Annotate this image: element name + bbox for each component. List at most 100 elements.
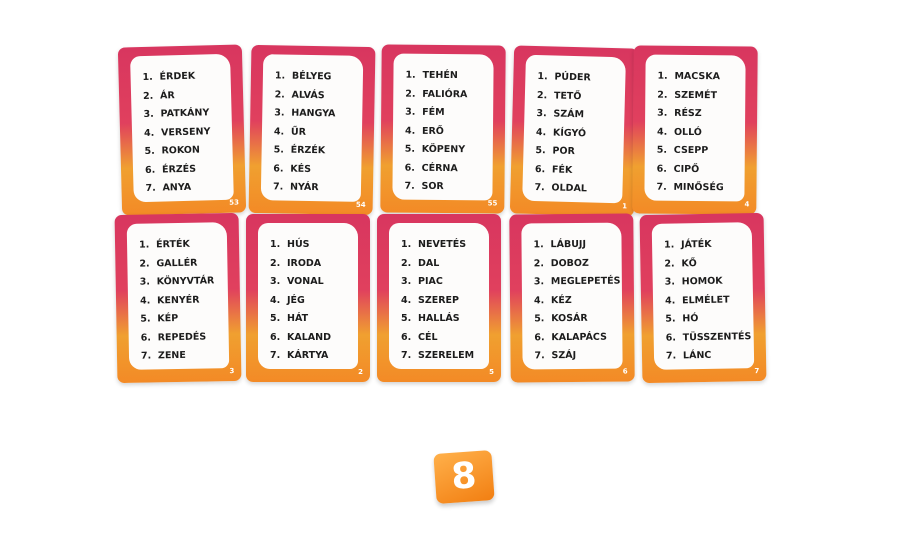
card-face: 1. MACSKA 2. SZEMÉT 3. RÉSZ 4. OLLÓ 5. CSEPP 6. CIP… [644, 54, 746, 202]
item-number: 3. [536, 108, 547, 120]
card-number: 6 [622, 367, 628, 376]
word-row: 7. SOR [404, 181, 443, 192]
word-row: 6. KALAND [270, 332, 331, 343]
item-number: 5. [534, 313, 545, 325]
card-number: 53 [229, 198, 240, 207]
word-row: 5. HALLÁS [401, 313, 460, 324]
item-number: 6. [534, 331, 545, 343]
item-number: 5. [144, 145, 155, 157]
item-number: 2. [270, 257, 281, 269]
word: ŰR [290, 126, 307, 138]
word-row: 4. KENYÉR [140, 294, 200, 306]
word: KŐ [681, 257, 697, 269]
word: LÁNC [682, 349, 712, 362]
item-number: 1. [401, 239, 412, 250]
word-row: 1. ÉRTÉK [139, 239, 190, 251]
card-number: 7 [754, 367, 760, 376]
word: OLDAL [551, 182, 588, 195]
word-row: 4. VERSENY [144, 126, 211, 139]
die: 8 [433, 450, 495, 504]
item-number: 4. [664, 294, 676, 307]
item-number: 1. [533, 239, 544, 251]
word-row: 7. NYÁR [273, 181, 319, 193]
word-card: 1. LÁBUJJ 2. DOBOZ 3. MEGLEPETÉS 4. KÉZ 5. KOSÁR 6… [509, 213, 635, 383]
word: KENYÉR [156, 294, 200, 306]
word: CSEPP [673, 144, 709, 157]
word-row: 5. HÁT [270, 313, 308, 324]
word-row: 6. CÉRNA [405, 162, 458, 173]
word: MACSKA [674, 70, 721, 83]
word-row: 3. VONAL [270, 276, 324, 287]
item-number: 6. [401, 331, 412, 343]
word-row: 2. IRODA [270, 258, 321, 269]
word-card: 1. TEHÉN 2. FALIÓRA 3. FÉM 4. ERŐ 5. KÖPENY 6. CÉRN… [380, 44, 506, 214]
card-face: 1. HÚS 2. IRODA 3. VONAL 4. JÉG 5. HÁT 6. KALAND 7. K… [258, 223, 358, 369]
word-row: 7. ANYA [145, 182, 191, 194]
word: RÉSZ [674, 107, 702, 120]
item-number: 1. [142, 71, 153, 84]
word: SOR [421, 180, 444, 193]
word-card: 1. ÉRDEK 2. ÁR 3. PATKÁNY 4. VERSENY 5. ROKON 6. ÉR… [117, 44, 247, 216]
item-number: 5. [273, 144, 284, 156]
card-face: 1. BÉLYEG 2. ALVÁS 3. HANGYA 4. ŰR 5. ÉRZÉK 6. KÉS 7… [260, 54, 364, 202]
card-number: 1 [622, 202, 628, 211]
card-number: 5 [489, 368, 494, 376]
item-number: 7. [270, 350, 281, 361]
item-number: 3. [533, 276, 545, 288]
word: VERSENY [160, 125, 211, 139]
word-row: 3. HANGYA [274, 107, 335, 119]
word-row: 3. MEGLEPETÉS [534, 276, 621, 288]
word: REPEDÉS [157, 331, 207, 343]
item-number: 4. [273, 125, 285, 138]
word: ELMÉLET [681, 294, 730, 306]
word-row: 6. TÜSSZENTÉS [666, 331, 752, 343]
item-number: 7. [145, 182, 156, 194]
item-number: 1. [663, 239, 675, 251]
word-row: 4. KÍGYÓ [536, 127, 586, 139]
word-row: 3. HOMOK [665, 276, 723, 288]
item-number: 6. [656, 163, 667, 175]
word: TETŐ [553, 89, 582, 102]
word: HALLÁS [418, 313, 460, 324]
word-row: 3. KÖNYVTÁR [140, 275, 215, 287]
word: KÁRTYA [287, 350, 329, 361]
word-row: 6. KÉS [273, 163, 311, 175]
word-row: 2. ALVÁS [275, 89, 325, 101]
word-row: 6. CIPŐ [657, 163, 700, 174]
word: SZERELEM [418, 350, 475, 361]
word: HÚS [287, 239, 310, 250]
word-row: 7. SZÁJ [534, 350, 576, 361]
word: IRODA [287, 257, 322, 269]
word: ANYA [162, 181, 192, 194]
item-number: 4. [404, 125, 416, 137]
word: FÉM [422, 106, 445, 119]
word: NYÁR [289, 181, 319, 194]
word-row: 2. FALIÓRA [405, 88, 467, 100]
word-row: 4. JÉG [270, 295, 305, 306]
word: SZEMÉT [674, 89, 718, 101]
word-row: 6. KALAPÁCS [534, 331, 607, 343]
word-row: 1. MACSKA [657, 71, 720, 83]
word: HANGYA [291, 107, 336, 120]
item-number: 2. [142, 90, 154, 102]
word: ÁR [159, 89, 175, 102]
word-row: 1. BÉLYEG [275, 70, 332, 82]
word: ALVÁS [291, 89, 325, 101]
item-number: 2. [664, 257, 675, 270]
item-number: 5. [535, 145, 546, 157]
item-number: 3. [401, 276, 412, 287]
word-row: 2. SZEMÉT [657, 89, 717, 101]
word: PATKÁNY [160, 107, 210, 120]
item-number: 5. [656, 144, 668, 156]
word-row: 5. CSEPP [657, 145, 709, 156]
card-face: 1. NEVETÉS 2. DAL 3. PIAC 4. SZEREP 5. HALLÁS 6. CÉ… [389, 223, 489, 369]
word: SZÁM [553, 108, 585, 121]
item-number: 1. [537, 71, 548, 83]
word: OLLÓ [673, 126, 702, 138]
card-face: 1. JÁTÉK 2. KŐ 3. HOMOK 4. ELMÉLET 5. HÓ 6. TÜSSZEN… [651, 222, 755, 370]
word-row: 3. PATKÁNY [143, 107, 209, 120]
word: HÁT [287, 313, 309, 324]
word-row: 3. PIAC [401, 276, 443, 287]
word-row: 5. KÖPENY [405, 144, 465, 156]
item-number: 1. [657, 70, 668, 82]
